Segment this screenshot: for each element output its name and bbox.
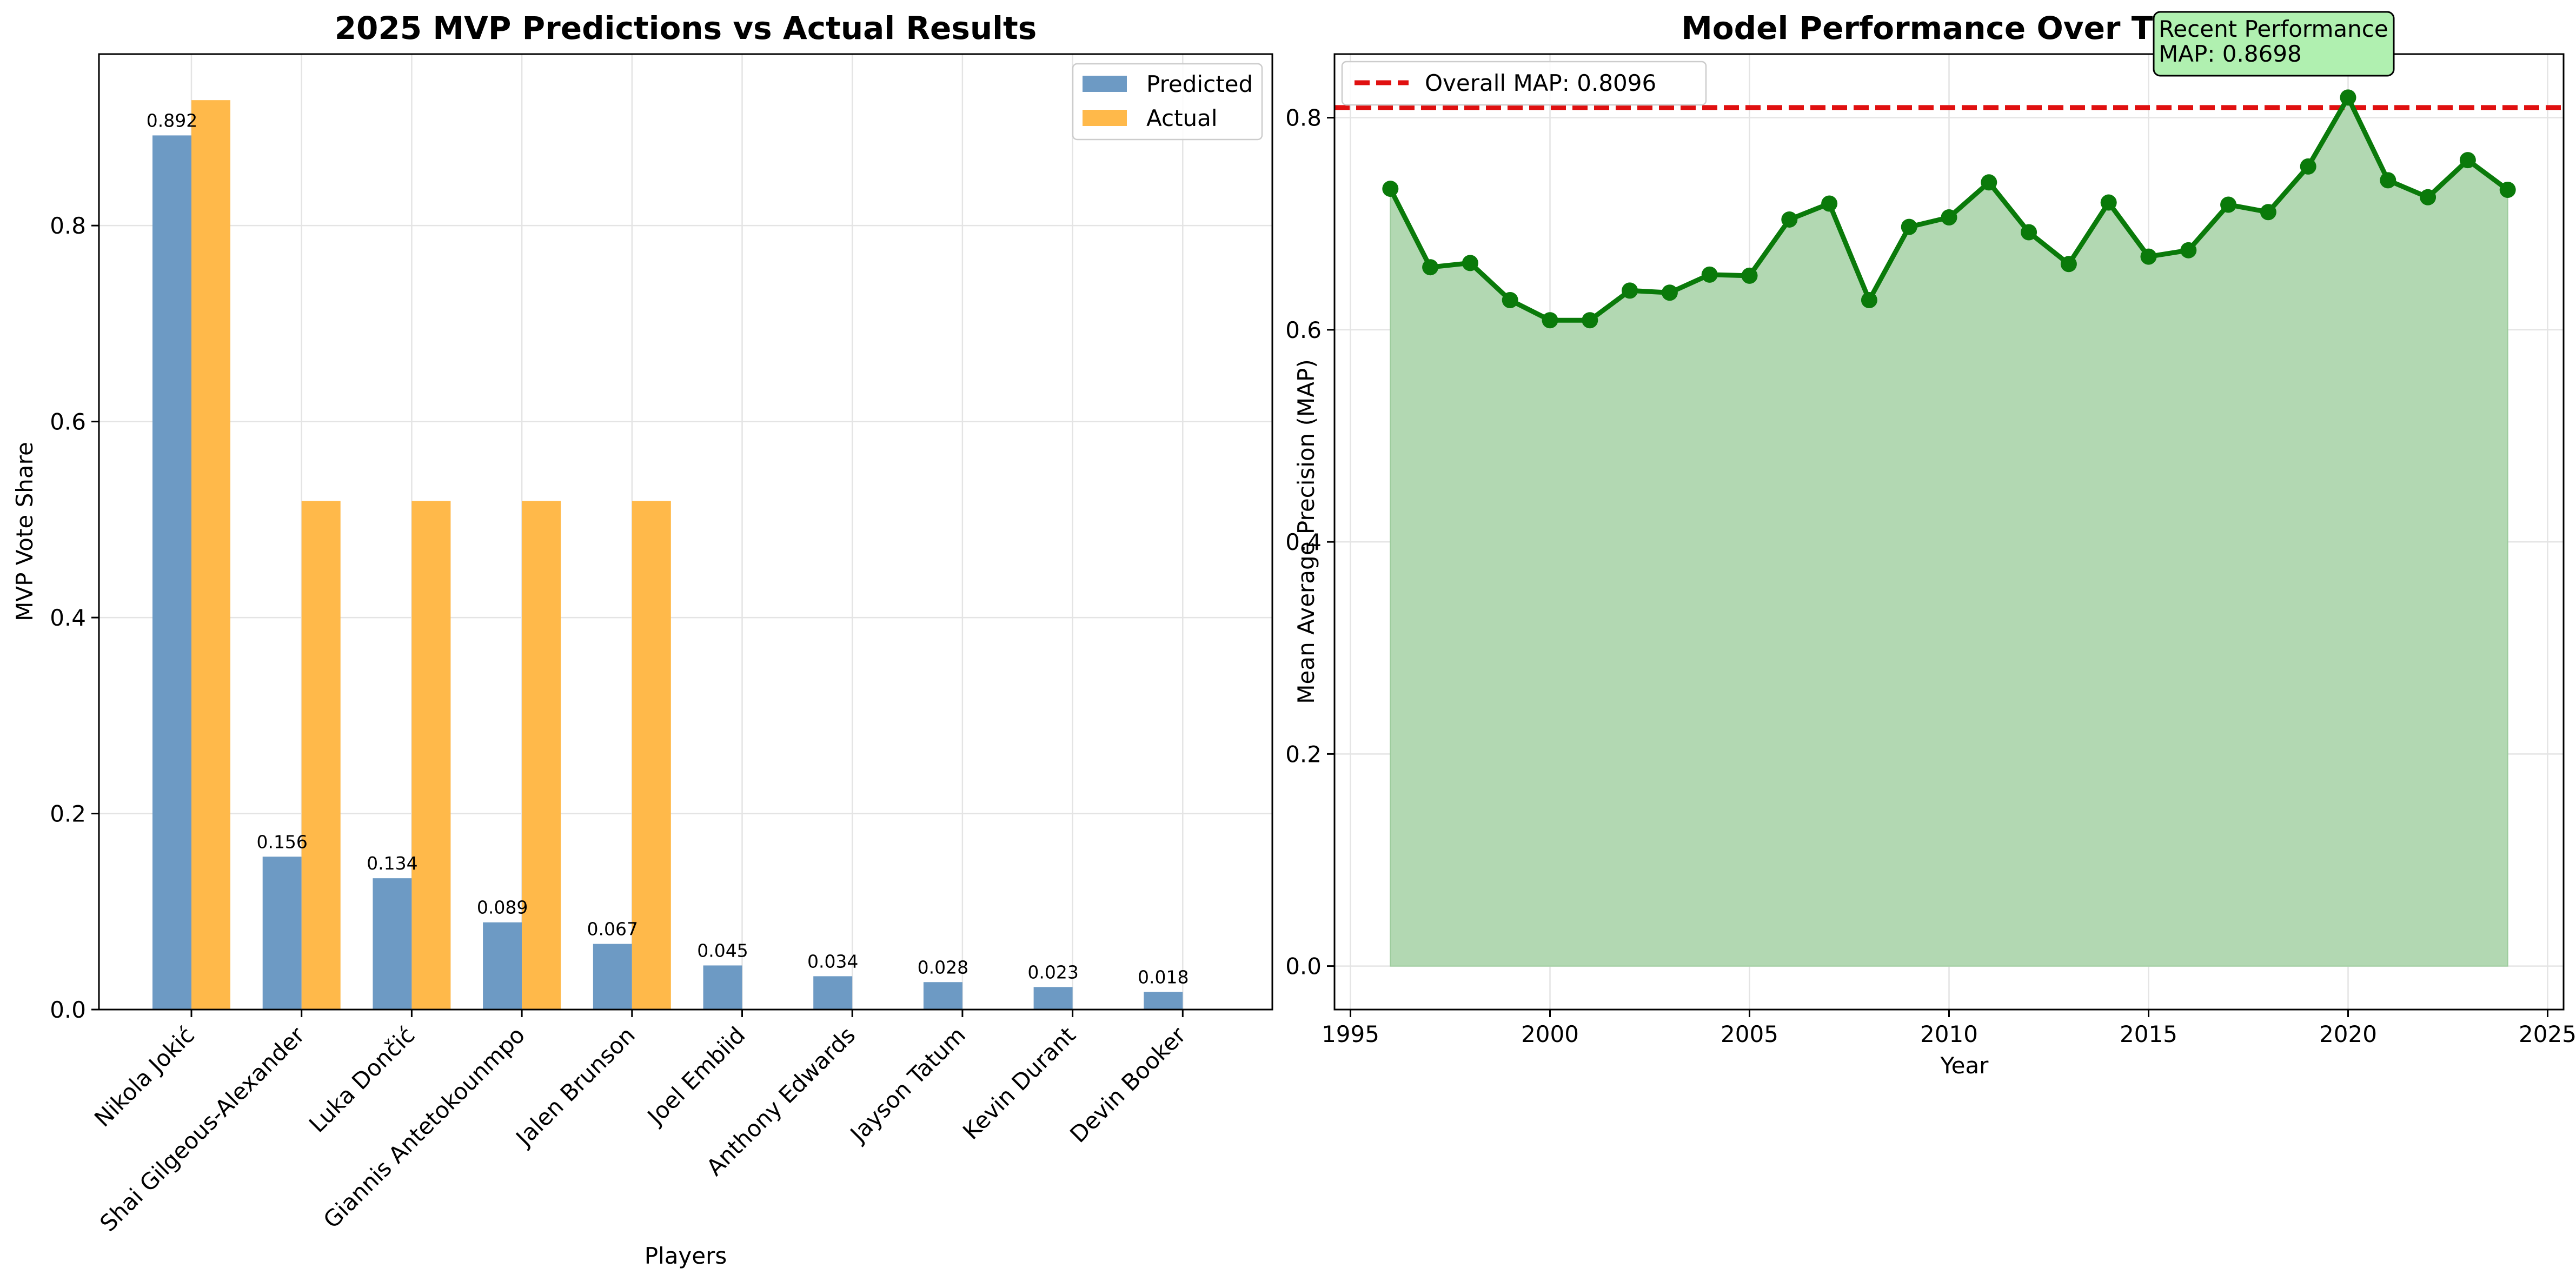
bar-data-label: 0.023	[1027, 961, 1078, 983]
line-point	[2420, 189, 2436, 205]
line-point	[1901, 218, 1917, 235]
line-point	[1502, 291, 1518, 308]
bar-data-label: 0.045	[697, 940, 748, 961]
line-point	[2459, 152, 2476, 169]
bar-predicted	[1144, 992, 1183, 1010]
line-chart-x-axis: 1995 2000 2005 2010 2015 2020 2025	[1322, 1010, 2576, 1047]
bar-actual	[632, 501, 671, 1010]
y-tick-label: 0.8	[50, 213, 86, 239]
x-tick-label: 2010	[1920, 1021, 1978, 1047]
bar-chart-bars	[152, 100, 1183, 1010]
line-chart-title: Model Performance Over Time	[1681, 10, 2218, 47]
bar-data-label: 0.156	[256, 831, 307, 852]
y-tick-label: 0.4	[1285, 529, 1322, 555]
bar-predicted	[813, 976, 853, 1010]
y-tick-label: 0.4	[50, 605, 86, 631]
bar-data-label: 0.089	[477, 897, 528, 918]
y-tick-label: 0.6	[50, 409, 86, 435]
line-point	[2100, 194, 2117, 211]
bar-chart-y-axis-label: MVP Vote Share	[11, 442, 38, 621]
x-tick-label: 2025	[2519, 1021, 2576, 1047]
line-chart-points	[1382, 89, 2516, 329]
line-point	[2300, 158, 2316, 175]
line-point	[1542, 312, 1558, 329]
line-point	[2380, 172, 2396, 189]
line-point	[2499, 182, 2516, 198]
line-point	[2220, 196, 2237, 213]
bar-data-label: 0.018	[1138, 966, 1189, 987]
line-point	[1941, 209, 1957, 226]
bar-data-label: 0.134	[367, 853, 417, 874]
y-tick-label: 0.2	[50, 801, 86, 827]
y-tick-label: 0.0	[1285, 953, 1322, 980]
bar-data-label: 0.028	[918, 957, 968, 978]
line-chart-x-axis-label: Year	[1940, 1052, 1989, 1079]
bar-actual	[301, 501, 341, 1010]
line-point	[1382, 181, 1399, 197]
line-point	[2340, 89, 2356, 106]
bar-chart-frame	[98, 53, 1273, 1011]
annotation-line-1: Recent Performance	[2159, 16, 2388, 42]
line-point	[1422, 259, 1439, 276]
bar-predicted	[483, 922, 522, 1010]
line-chart-y-axis: 0.0 0.2 0.4 0.6 0.8	[1285, 105, 1335, 980]
y-tick-label: 0.0	[50, 997, 86, 1023]
line-point	[1661, 284, 1678, 301]
bar-actual	[522, 501, 561, 1010]
y-tick-label: 0.2	[1285, 741, 1322, 767]
line-point	[1781, 211, 1798, 228]
bar-predicted	[923, 982, 962, 1010]
y-tick-label: 0.6	[1285, 317, 1322, 343]
legend-swatch-actual	[1083, 110, 1127, 126]
annotation-line-2: MAP: 0.8698	[2159, 41, 2302, 67]
line-point	[2260, 204, 2276, 221]
bar-data-label: 0.892	[147, 110, 197, 131]
line-point	[1861, 291, 1877, 308]
line-chart-y-axis-label: Mean Average Precision (MAP)	[1293, 359, 1319, 703]
recent-performance-annotation: Recent Performance MAP: 0.8698	[2153, 11, 2395, 77]
bar-predicted	[152, 135, 191, 1010]
line-point	[1622, 282, 1638, 299]
bar-predicted	[1033, 987, 1073, 1010]
bar-predicted	[593, 944, 632, 1010]
bar-data-label: 0.034	[807, 951, 858, 972]
bar-chart-data-labels: 0.892 0.156 0.134 0.089 0.067 0.045 0.034 0.028…	[147, 110, 1189, 987]
line-point	[1701, 266, 1718, 283]
bar-actual	[411, 501, 451, 1010]
line-point	[1981, 174, 1997, 191]
line-chart: 0.0 0.2 0.4 0.6 0.8 1995 2000 2005 2010 2015 2020…	[1285, 10, 2576, 1079]
line-point	[1821, 195, 1838, 212]
legend-label-actual: Actual	[1146, 105, 1218, 131]
bar-actual	[191, 100, 230, 1010]
x-tick-label: 2000	[1521, 1021, 1579, 1047]
line-point	[2021, 224, 2037, 241]
x-tick-label: 2005	[1721, 1021, 1778, 1047]
legend-swatch-predicted	[1083, 76, 1127, 92]
legend-label-predicted: Predicted	[1146, 71, 1253, 97]
legend-label-overall-map: Overall MAP: 0.8096	[1425, 70, 1656, 96]
bar-chart-x-axis-label: Players	[645, 1243, 727, 1269]
line-chart-legend: Overall MAP: 0.8096	[1341, 61, 1707, 106]
bar-chart-title: 2025 MVP Predictions vs Actual Results	[335, 10, 1037, 47]
bar-data-label: 0.067	[587, 919, 638, 940]
x-tick-label: 2020	[2319, 1021, 2377, 1047]
line-point	[1741, 267, 1758, 284]
line-point	[2140, 248, 2157, 265]
bar-chart-y-axis: 0.0 0.2 0.4 0.6 0.8	[50, 213, 99, 1023]
line-point	[1462, 255, 1478, 271]
bar-predicted	[373, 878, 412, 1010]
x-tick-label: 1995	[1322, 1021, 1379, 1047]
line-point	[2180, 242, 2197, 258]
y-tick-label: 0.8	[1285, 105, 1322, 131]
line-point	[1582, 312, 1598, 329]
bar-chart-legend: Predicted Actual	[1072, 63, 1263, 141]
bar-predicted	[262, 857, 302, 1010]
line-point	[2060, 256, 2077, 273]
bar-predicted	[703, 965, 742, 1010]
x-tick-label: 2015	[2120, 1021, 2177, 1047]
